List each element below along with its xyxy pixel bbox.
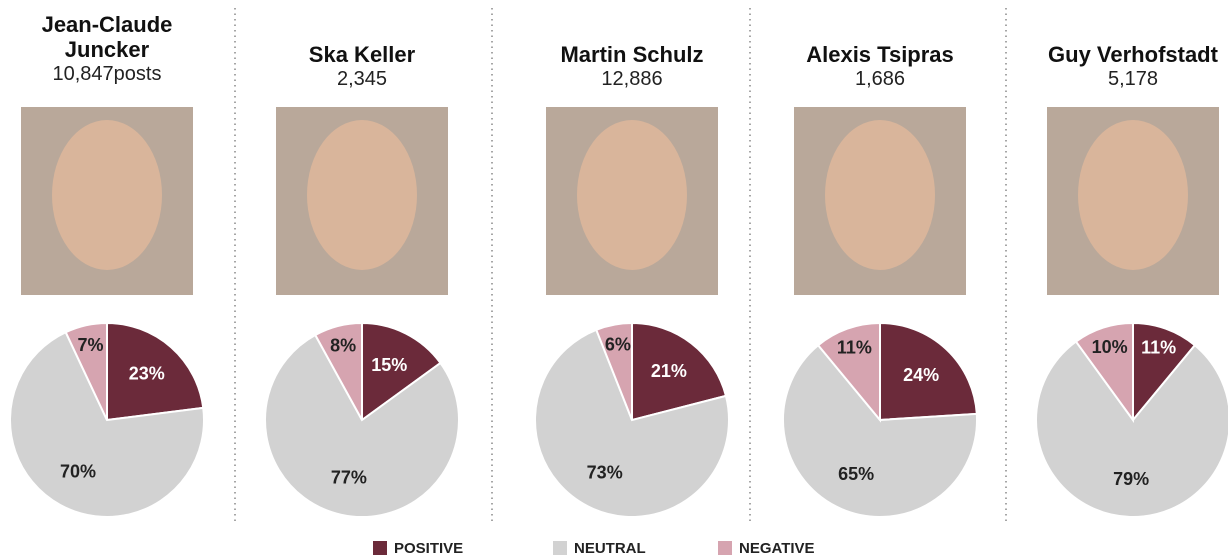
candidate-name: Guy Verhofstadt: [1013, 42, 1228, 67]
slice-label: 11%: [837, 338, 872, 358]
slice-label: 79%: [1113, 469, 1149, 489]
slice-label: 23%: [129, 364, 165, 384]
post-count: 2,345: [242, 67, 482, 91]
legend-label: POSITIVE: [394, 540, 463, 557]
photo-face: [577, 120, 687, 270]
legend-label: NEGATIVE: [739, 540, 815, 557]
slice-label: 6%: [605, 334, 631, 354]
slice-label: 24%: [903, 365, 939, 385]
candidate-name: Jean-Claude Juncker: [32, 12, 182, 62]
post-count: 1,686: [760, 67, 1000, 91]
slice-label: 77%: [331, 467, 367, 487]
slice-label: 15%: [371, 355, 407, 375]
slice-label: 70%: [60, 461, 96, 481]
slice-label: 21%: [651, 361, 687, 381]
photo-face: [825, 120, 935, 270]
slice-label: 8%: [330, 335, 356, 355]
legend-swatch: [718, 541, 732, 555]
legend-swatch: [373, 541, 387, 555]
slice-label: 65%: [838, 464, 874, 484]
photo-face: [307, 120, 417, 270]
legend-swatch: [553, 541, 567, 555]
slice-label: 11%: [1141, 338, 1176, 358]
post-count: 5,178: [1013, 67, 1228, 91]
page: 23% 70% 7% 15% 77% 8% 21% 73% 6% 24% 65% 11% 11% 79% 1…: [0, 0, 1228, 559]
post-count: 10,847posts: [0, 62, 227, 86]
photo-face: [52, 120, 162, 270]
slice-label: 7%: [77, 335, 103, 355]
photo-face: [1078, 120, 1188, 270]
slice-label: 73%: [587, 462, 623, 482]
legend-label: NEUTRAL: [574, 540, 646, 557]
candidate-name: Martin Schulz: [512, 42, 752, 67]
candidate-name: Ska Keller: [242, 42, 482, 67]
slice-label: 10%: [1092, 337, 1128, 357]
post-count: 12,886: [512, 67, 752, 91]
candidate-name: Alexis Tsipras: [760, 42, 1000, 67]
